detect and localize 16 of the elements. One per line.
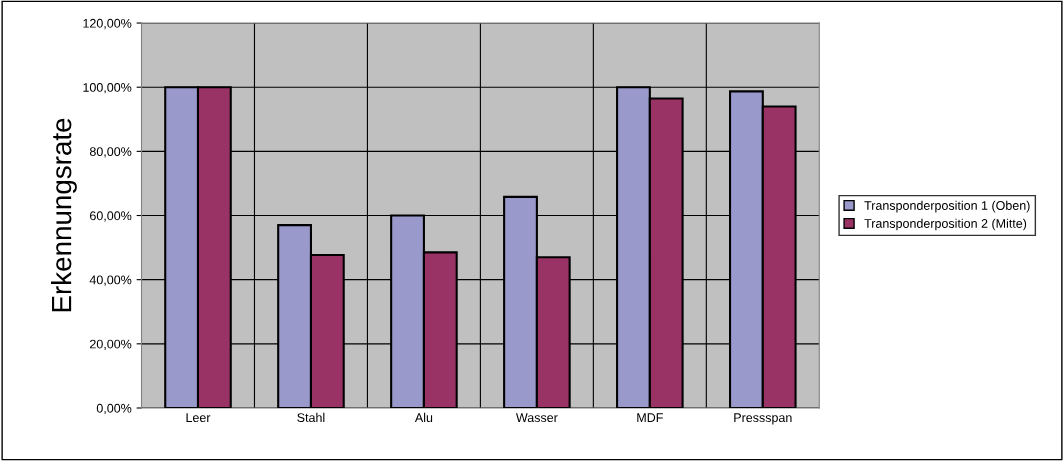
x-tick-label: Stahl <box>297 412 325 423</box>
y-tick-label: 100,00% <box>83 83 132 94</box>
x-tick-label: Leer <box>186 413 211 423</box>
y-tick-label: 60,00% <box>90 211 132 222</box>
x-tick-label: MDF <box>637 413 663 422</box>
y-tick-label: 0,00% <box>96 403 132 415</box>
legend-label: Transponderposition 1 (Oben) <box>864 200 1030 213</box>
y-tick-label: 120,00% <box>83 18 132 30</box>
x-tick-label: Alu <box>414 412 433 423</box>
x-tick-label: Pressspan <box>734 413 792 425</box>
legend-label: Transponderposition 2 (Mitte) <box>864 218 1027 231</box>
y-tick-label: 40,00% <box>89 275 132 286</box>
x-tick-label: Wasser <box>515 413 558 423</box>
y-tick-label: 20,00% <box>90 339 132 350</box>
y-tick-label: 80,00% <box>89 147 132 158</box>
y-axis-title: Erkennungsrate <box>51 118 77 312</box>
